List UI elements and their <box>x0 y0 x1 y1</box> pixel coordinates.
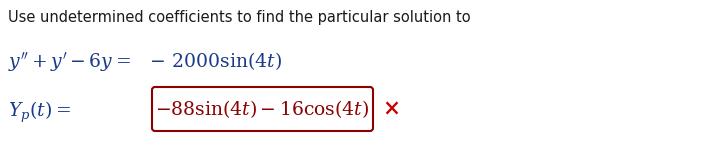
Text: Use undetermined coefficients to find the particular solution to: Use undetermined coefficients to find th… <box>8 10 470 25</box>
Text: $y'' + y' - 6y = \ \ -\,2000\sin(4t)$: $y'' + y' - 6y = \ \ -\,2000\sin(4t)$ <box>8 50 282 73</box>
Text: $Y_p(t) =$: $Y_p(t) =$ <box>8 100 71 125</box>
FancyBboxPatch shape <box>152 87 373 131</box>
Text: $\mathbf{\times}$: $\mathbf{\times}$ <box>382 99 399 119</box>
Text: $-88\sin(4t) - 16\cos(4t)$: $-88\sin(4t) - 16\cos(4t)$ <box>156 98 370 120</box>
